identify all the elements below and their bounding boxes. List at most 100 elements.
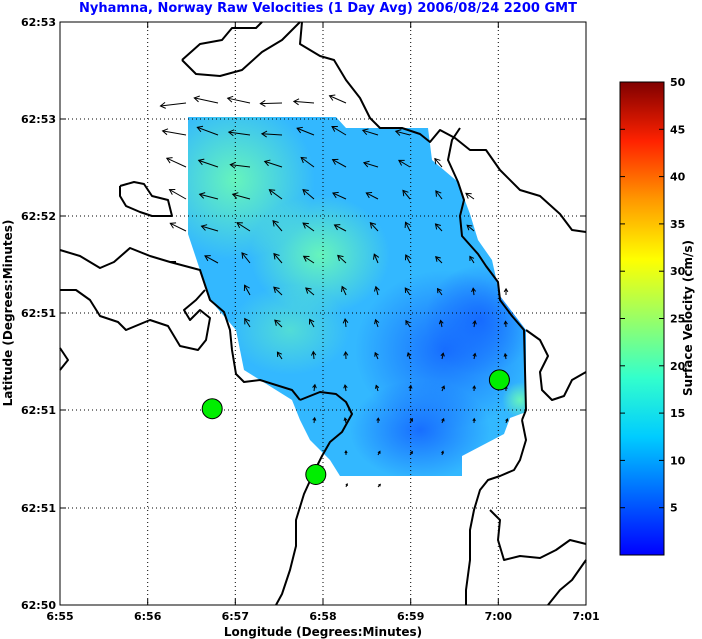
velocity-arrow [435,223,443,232]
velocity-arrowhead [342,318,349,324]
velocity-arrowhead [343,384,348,389]
velocity-arrowhead [434,157,441,165]
velocity-arrowhead [276,351,282,357]
velocity-arrowhead [374,384,380,389]
velocity-arrowhead [259,100,266,107]
velocity-arrow [329,95,347,104]
colorbar-tick-label: 45 [670,123,685,136]
velocity-arrowhead [362,160,370,168]
coastline [59,21,587,606]
velocity-arrow [166,157,187,168]
velocity-arrow [273,286,283,296]
velocity-arrowhead [503,287,509,293]
velocity-arrowhead [376,417,381,421]
x-tick-label: 7:00 [485,610,513,623]
x-tick-label: 6:57 [222,610,249,623]
velocity-arrowhead [312,416,317,421]
velocity-arrow [344,318,347,328]
velocity-arrow [469,256,475,264]
velocity-arrowhead [405,319,411,326]
y-tick-label: 62:53 [21,113,56,126]
velocity-arrowhead [377,450,381,454]
velocity-arrow [374,352,379,360]
colorbar-tick-label: 15 [670,407,685,420]
velocity-arrowhead [243,284,250,292]
y-tick-label: 62:51 [21,307,56,320]
velocity-arrowhead [331,158,339,165]
velocity-arrowhead [272,219,279,227]
velocity-arrowhead [273,252,280,260]
x-axis-label: Longitude (Degrees:Minutes) [224,625,422,639]
velocity-arrow [170,222,187,232]
velocity-arrowhead [441,450,445,454]
velocity-arrowhead [308,318,315,325]
velocity-arrowhead [168,188,176,195]
velocity-arrowhead [226,95,234,103]
velocity-arrow [337,255,347,264]
colorbar-tick-label: 35 [670,218,685,231]
velocity-arrow [201,225,219,232]
velocity-arrowhead [404,254,411,261]
velocity-arrowhead [268,189,276,196]
velocity-arrow [269,189,283,200]
velocity-arrow [398,159,411,168]
velocity-arrowhead [302,222,309,229]
velocity-arrow [296,127,315,136]
y-axis-label: Latitude (Degrees:Minutes) [1,220,15,407]
velocity-arrowhead [505,418,509,422]
chart-title: Nyhamna, Norway Raw Velocities (1 Day Av… [79,1,577,16]
velocity-arrow [302,222,315,232]
radar-site-marker [305,464,327,485]
velocity-arrow [261,133,283,136]
velocity-arrow [160,102,187,107]
velocity-arrow [293,100,315,104]
velocity-arrowhead [469,255,475,261]
velocity-arrow [404,287,411,296]
velocity-arrowhead [503,352,508,357]
velocity-arrowhead [374,318,380,325]
velocity-arrowhead [441,385,446,390]
colorbar-tick-label: 50 [670,76,686,89]
y-tick-label: 62:53 [21,16,56,29]
velocity-arrowhead [465,192,472,199]
radar-sites [201,369,510,485]
velocity-arrowhead [302,255,310,262]
velocity-arrow [366,192,379,200]
velocity-arrowhead [244,317,251,325]
velocity-arrowhead [466,224,473,231]
velocity-arrowhead [404,221,411,228]
velocity-arrow [437,288,443,296]
colorbar-tick-label: 20 [670,360,686,373]
velocity-arrow [344,384,347,392]
velocity-arrowhead [331,125,338,132]
y-axis: 62:53 62:53 62:52 62:51 62:51 62:51 62:5… [1,16,586,612]
velocity-arrow [407,352,411,360]
velocity-arrow [440,320,443,328]
velocity-arrow [332,159,347,168]
velocity-arrowhead [296,126,303,134]
velocity-arrow [375,319,379,328]
velocity-arrowhead [198,192,206,199]
velocity-arrow [395,130,411,136]
radar-site-marker [201,398,223,420]
velocity-arrow [228,131,251,136]
velocity-arrowhead [231,192,239,199]
velocity-arrow [473,320,476,328]
velocity-arrow [373,253,379,264]
velocity-arrowhead [404,287,410,293]
velocity-arrow [197,126,219,136]
velocity-arrowhead [472,385,477,389]
colorbar-tick-label: 10 [670,454,686,467]
velocity-arrow [300,157,315,168]
velocity-arrowhead [332,191,339,199]
velocity-arrowhead [273,286,280,293]
velocity-arrowhead [402,189,409,197]
velocity-arrowhead [373,285,380,292]
velocity-arrow [363,162,379,168]
velocity-arrowhead [365,192,373,199]
velocity-arrow [194,97,219,104]
velocity-arrow [405,320,411,328]
velocity-arrowhead [436,287,442,294]
colorbar-tick-label: 5 [670,502,678,515]
